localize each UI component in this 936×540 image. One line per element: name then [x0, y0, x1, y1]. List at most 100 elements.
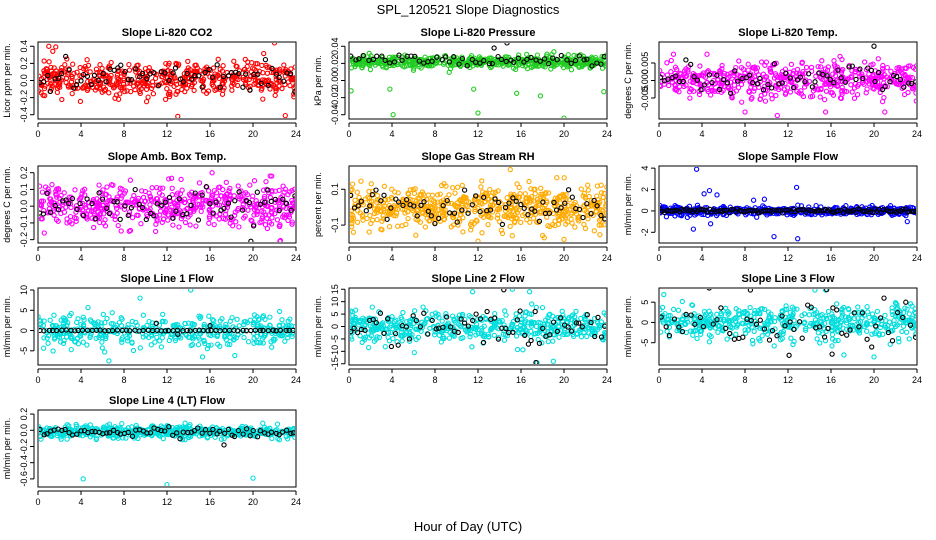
- overlay-point: [166, 77, 172, 84]
- data-point: [369, 217, 376, 223]
- overlay-point: [199, 192, 205, 198]
- overlay-point: [396, 52, 402, 58]
- overlay-point: [217, 84, 223, 90]
- overlay-point: [486, 60, 492, 67]
- data-point: [687, 89, 693, 95]
- data-point: [140, 207, 146, 213]
- data-point: [391, 212, 397, 219]
- overlay-point: [283, 200, 290, 207]
- overlay-point: [458, 316, 464, 322]
- data-point: [69, 73, 75, 80]
- data-point: [170, 322, 176, 329]
- overlay-point: [385, 316, 391, 322]
- data-point: [589, 54, 595, 60]
- data-point: [147, 202, 153, 208]
- data-point: [475, 326, 481, 333]
- overlay-point: [495, 336, 502, 342]
- data-point: [439, 318, 445, 324]
- data-point: [388, 322, 394, 328]
- data-point: [462, 207, 468, 213]
- overlay-point: [220, 73, 227, 80]
- overlay-point: [576, 320, 582, 326]
- x-tick-label: 12: [473, 375, 483, 385]
- data-point: [170, 222, 176, 228]
- overlay-point: [746, 72, 753, 78]
- overlay-point: [540, 325, 546, 332]
- data-point: [699, 72, 705, 78]
- data-point: [260, 96, 266, 102]
- data-point: [242, 56, 248, 63]
- data-point: [158, 330, 164, 336]
- data-points: [660, 167, 916, 242]
- x-tick-label: 12: [473, 129, 483, 139]
- data-point: [251, 178, 258, 184]
- overlay-point: [694, 77, 701, 83]
- data-point: [582, 225, 589, 232]
- x-tick-label: 20: [248, 375, 258, 385]
- data-point: [479, 178, 485, 184]
- data-point: [360, 212, 366, 218]
- data-point: [182, 219, 189, 226]
- data-point: [533, 63, 539, 69]
- overlay-point: [391, 59, 398, 65]
- overlay-point: [151, 213, 157, 219]
- data-point: [51, 65, 57, 71]
- overlay-point: [248, 327, 254, 334]
- y-tick-label: -15: [330, 357, 340, 370]
- overlay-point: [592, 333, 598, 340]
- data-point: [532, 330, 539, 337]
- data-point: [848, 82, 854, 88]
- overlay-point: [52, 202, 58, 209]
- overlay-point: [757, 75, 763, 82]
- panel-title: Slope Li-820 Pressure: [421, 27, 536, 39]
- data-point: [390, 112, 396, 118]
- overlay-point: [283, 327, 289, 334]
- overlay-point: [751, 208, 758, 214]
- data-point: [149, 185, 155, 191]
- data-point: [532, 211, 539, 217]
- data-point: [58, 192, 64, 199]
- data-point: [717, 68, 723, 75]
- data-point: [175, 113, 181, 118]
- x-tick-label: 4: [699, 129, 704, 139]
- data-point: [573, 58, 579, 64]
- data-point: [379, 227, 385, 233]
- overlay-point: [151, 69, 157, 76]
- data-point: [573, 308, 579, 315]
- x-tick-label: 12: [162, 375, 172, 385]
- data-point: [560, 315, 567, 321]
- data-point: [374, 216, 380, 223]
- data-point: [207, 215, 213, 221]
- data-point: [45, 340, 51, 346]
- data-point: [495, 206, 501, 212]
- x-tick-label: 12: [783, 129, 793, 139]
- data-point: [241, 334, 247, 341]
- data-point: [207, 332, 214, 339]
- data-point: [124, 88, 130, 94]
- data-point: [91, 320, 97, 326]
- overlay-point: [382, 57, 388, 63]
- overlay-point: [268, 198, 274, 205]
- data-point: [795, 236, 801, 242]
- data-point: [53, 44, 59, 50]
- overlay-point: [221, 205, 227, 212]
- data-point: [135, 73, 141, 80]
- data-point: [58, 324, 65, 330]
- data-point: [78, 321, 84, 328]
- data-point: [438, 199, 444, 205]
- data-point: [149, 333, 155, 339]
- overlay-point: [290, 327, 295, 334]
- x-tick-label: 8: [121, 253, 126, 263]
- overlay-point: [114, 327, 121, 333]
- data-point: [360, 315, 366, 321]
- data-point: [520, 200, 527, 206]
- overlay-point: [139, 70, 146, 77]
- data-point: [260, 214, 266, 220]
- panel-title: Slope Li-820 CO2: [122, 27, 212, 39]
- data-point: [784, 75, 791, 81]
- y-tick-label: 0.4: [19, 40, 29, 53]
- overlay-point: [853, 76, 859, 83]
- data-point: [276, 83, 282, 89]
- overlay-point: [122, 68, 128, 75]
- y-tick-label: 0.0: [19, 74, 29, 87]
